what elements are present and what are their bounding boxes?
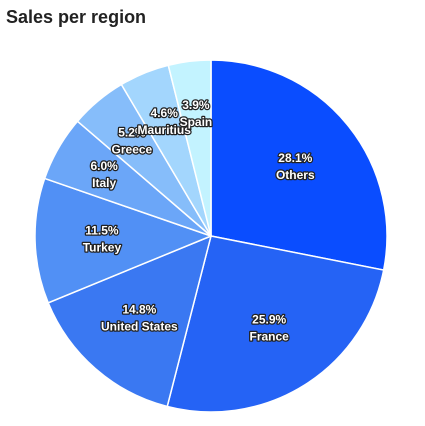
pie-slice	[210, 59, 388, 271]
pie-slice	[167, 59, 212, 237]
value-label: 25.9%	[252, 312, 286, 326]
chart-title: Sales per region	[6, 7, 146, 27]
category-label: Italy	[92, 176, 116, 190]
category-label: Others	[276, 168, 315, 182]
value-label: 11.5%	[85, 223, 119, 237]
value-label: 14.8%	[122, 302, 156, 316]
category-label: United States	[101, 319, 178, 333]
value-label: 3.9%	[182, 98, 210, 112]
category-label: Mauritius	[138, 123, 192, 137]
category-label: Greece	[112, 143, 153, 157]
pie-slice	[34, 177, 214, 304]
category-label: France	[250, 329, 290, 343]
pie-slice	[166, 235, 385, 413]
category-label: Turkey	[83, 240, 122, 254]
value-label: 5.2%	[118, 126, 146, 140]
value-label: 6.0%	[90, 159, 118, 173]
pie-slice	[47, 234, 213, 408]
category-label: Spain	[180, 115, 213, 129]
value-label: 28.1%	[278, 151, 312, 165]
value-label: 4.6%	[151, 106, 179, 120]
